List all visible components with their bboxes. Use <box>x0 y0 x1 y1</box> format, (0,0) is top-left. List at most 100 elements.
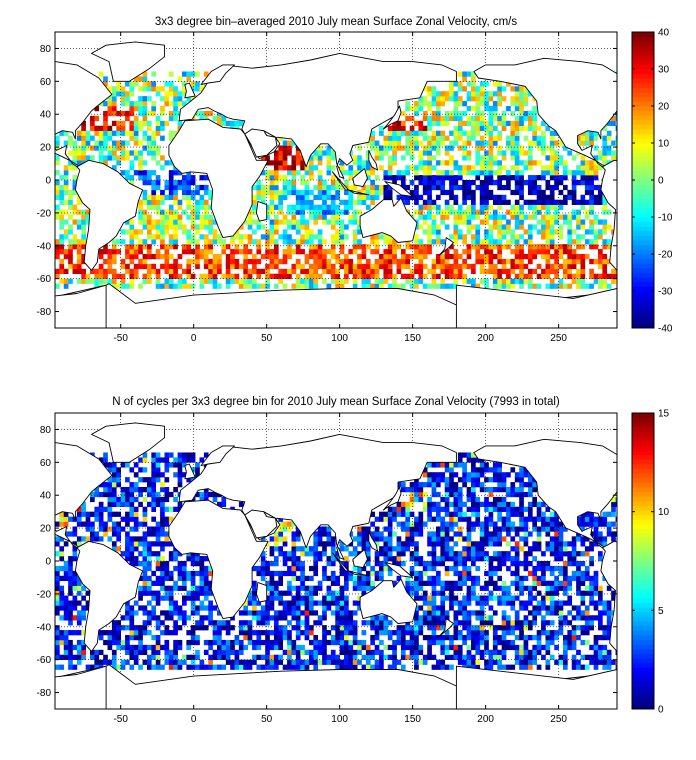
cycles-bin-cell <box>501 526 507 532</box>
cycles-bin-cell <box>580 639 586 646</box>
velocity-bin-cell <box>379 125 384 131</box>
cycles-bin-cell <box>317 649 323 656</box>
velocity-bin-cell <box>282 219 288 225</box>
velocity-bin-cell <box>322 258 327 265</box>
velocity-bin-cell <box>510 145 516 151</box>
velocity-bin-cell <box>151 110 157 117</box>
cycles-bin-cell <box>300 546 305 552</box>
velocity-bin-cell <box>230 258 235 265</box>
cycles-bin-cell <box>558 610 564 616</box>
velocity-bin-cell <box>146 194 152 201</box>
cycles-bin-cell <box>348 630 354 636</box>
cycles-bin-cell <box>471 580 476 586</box>
cycles-bin-cell <box>514 565 520 572</box>
cycles-bin-cell <box>571 630 577 636</box>
velocity-bin-cell <box>549 184 555 191</box>
velocity-bin-cell <box>514 244 520 250</box>
velocity-bin-cell <box>580 258 586 265</box>
velocity-bin-cell <box>168 189 174 196</box>
velocity-bin-cell <box>440 189 446 196</box>
cycles-bin-cell <box>120 644 126 651</box>
velocity-bin-cell <box>527 249 533 255</box>
cycles-bin-cell <box>269 595 275 601</box>
cycles-bin-cell <box>506 664 511 670</box>
cycles-bin-cell <box>177 585 183 591</box>
velocity-bin-cell <box>449 91 454 97</box>
cycles-bin-cell <box>519 526 524 532</box>
velocity-bin-cell <box>120 273 126 279</box>
velocity-bin-cell <box>225 268 231 275</box>
velocity-bin-cell <box>571 180 577 186</box>
velocity-bin-cell <box>300 239 305 245</box>
cycles-bin-cell <box>313 659 319 665</box>
velocity-bin-cell <box>313 234 319 240</box>
cycles-bin-cell <box>549 590 555 596</box>
cycles-bin-cell <box>326 531 332 537</box>
velocity-bin-cell <box>571 273 577 279</box>
cycles-bin-cell <box>195 590 200 596</box>
cycles-bin-cell <box>208 580 213 586</box>
velocity-bin-cell <box>59 199 65 205</box>
velocity-bin-cell <box>68 189 73 196</box>
velocity-bin-cell <box>361 165 367 171</box>
cycles-bin-cell <box>580 610 586 616</box>
velocity-bin-cell <box>598 184 603 191</box>
cycles-bin-cell <box>282 605 288 611</box>
velocity-bin-cell <box>142 258 148 265</box>
velocity-bin-cell <box>475 155 481 161</box>
velocity-bin-cell <box>527 140 533 146</box>
cycles-bin-cell <box>68 580 73 586</box>
cycles-bin-cell <box>475 649 481 656</box>
velocity-bin-cell <box>138 239 143 245</box>
cycles-bin-cell <box>453 625 459 631</box>
velocity-bin-cell <box>527 115 533 122</box>
velocity-bin-cell <box>514 224 520 230</box>
velocity-bin-cell <box>111 140 117 146</box>
cycles-bin-cell <box>501 556 507 562</box>
velocity-bin-cell <box>414 145 419 151</box>
velocity-bin-cell <box>138 76 143 82</box>
velocity-bin-cell <box>374 175 380 181</box>
velocity-bin-cell <box>549 239 555 245</box>
velocity-bin-cell <box>55 189 60 196</box>
velocity-bin-cell <box>598 258 603 265</box>
cycles-bin-cell <box>598 531 603 537</box>
cycles-bin-cell <box>536 541 542 547</box>
cycles-bin-cell <box>418 615 424 621</box>
cycles-bin-cell <box>129 620 135 626</box>
velocity-bin-cell <box>501 115 507 122</box>
cycles-bin-cell <box>55 585 60 591</box>
cycles-bin-cell <box>598 585 603 591</box>
velocity-bin-cell <box>111 150 117 156</box>
velocity-bin-cell <box>68 263 73 270</box>
cycles-bin-cell <box>405 546 411 552</box>
cycles-bin-cell <box>273 610 279 616</box>
velocity-bin-cell <box>291 268 297 275</box>
cycles-bin-cell <box>344 664 349 670</box>
velocity-x-tick-label: -50 <box>113 333 128 344</box>
velocity-bin-cell <box>471 224 476 230</box>
velocity-bin-cell <box>265 283 270 289</box>
velocity-bin-cell <box>475 175 481 181</box>
velocity-bin-cell <box>278 234 284 240</box>
velocity-bin-cell <box>370 199 375 205</box>
velocity-bin-cell <box>462 199 467 205</box>
velocity-colorbar-step <box>632 189 654 195</box>
velocity-bin-cell <box>471 283 476 289</box>
velocity-bin-cell <box>129 125 135 131</box>
velocity-bin-cell <box>282 239 288 245</box>
velocity-bin-cell <box>335 254 340 260</box>
cycles-bin-cell <box>63 610 69 616</box>
velocity-bin-cell <box>462 184 467 191</box>
velocity-bin-cell <box>107 268 113 275</box>
velocity-bin-cell <box>457 204 463 210</box>
cycles-bin-cell <box>466 654 472 660</box>
velocity-bin-cell <box>379 254 384 260</box>
velocity-coastline <box>473 57 617 168</box>
cycles-bin-cell <box>133 600 139 606</box>
cycles-bin-cell <box>243 605 248 611</box>
velocity-bin-cell <box>598 254 603 260</box>
cycles-bin-cell <box>308 625 314 631</box>
cycles-bin-cell <box>155 664 161 670</box>
cycles-bin-cell <box>304 551 310 557</box>
